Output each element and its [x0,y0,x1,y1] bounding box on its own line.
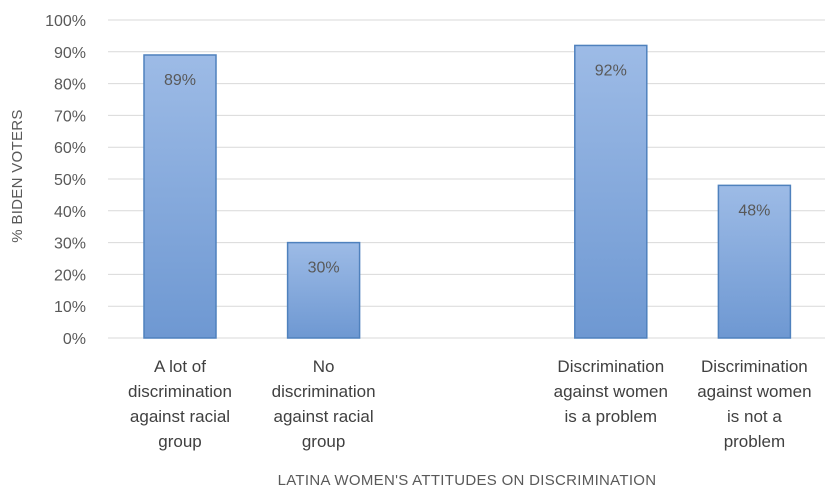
bars [144,45,790,338]
x-category-line: against racial [274,407,374,426]
x-category-line: against women [697,382,811,401]
x-category-label: A lot of discrimination against racial grou… [128,357,232,451]
y-tick-label: 20% [54,267,86,284]
x-category-label: No discrimination against racial group [272,357,376,451]
x-category-line: No [313,357,335,376]
data-label: 30% [308,260,340,277]
x-category-line: discrimination [272,382,376,401]
y-tick-label: 100% [45,13,86,30]
x-category-line: group [158,432,201,451]
x-category-line: against racial [130,407,230,426]
data-label: 48% [738,202,770,219]
x-category-line: discrimination [128,382,232,401]
y-tick-label: 30% [54,236,86,253]
data-label: 89% [164,72,196,89]
x-category-line: A lot of [154,357,206,376]
x-category-label: Discrimination against women is not a probl… [697,357,811,451]
x-axis-title: LATINA WOMEN'S ATTITUDES ON DISCRIMINATI… [278,472,657,489]
x-category-line: group [302,432,345,451]
bar [288,243,360,338]
data-label: 92% [595,62,627,79]
x-category-line: Discrimination [557,357,664,376]
y-tick-label: 80% [54,77,86,94]
x-category-line: problem [724,432,785,451]
data-labels: 89% 30% 92% 48% [164,62,770,276]
x-category-line: against women [554,382,668,401]
y-tick-label: 90% [54,45,86,62]
y-tick-label: 70% [54,108,86,125]
bar [575,45,647,338]
x-axis-categories: A lot of discrimination against racial grou… [128,357,812,451]
bar [144,55,216,338]
y-tick-label: 0% [63,331,86,348]
x-category-line: is not a [727,407,782,426]
y-tick-label: 40% [54,204,86,221]
x-category-line: Discrimination [701,357,808,376]
x-category-line: is a problem [564,407,657,426]
y-axis-ticks: 0% 10% 20% 30% 40% 50% 60% 70% 80% 90% 100% [45,13,86,348]
y-axis-title: % BIDEN VOTERS [9,109,26,242]
y-tick-label: 10% [54,299,86,316]
x-category-label: Discrimination against women is a problem [554,357,668,426]
y-tick-label: 60% [54,140,86,157]
y-tick-label: 50% [54,172,86,189]
